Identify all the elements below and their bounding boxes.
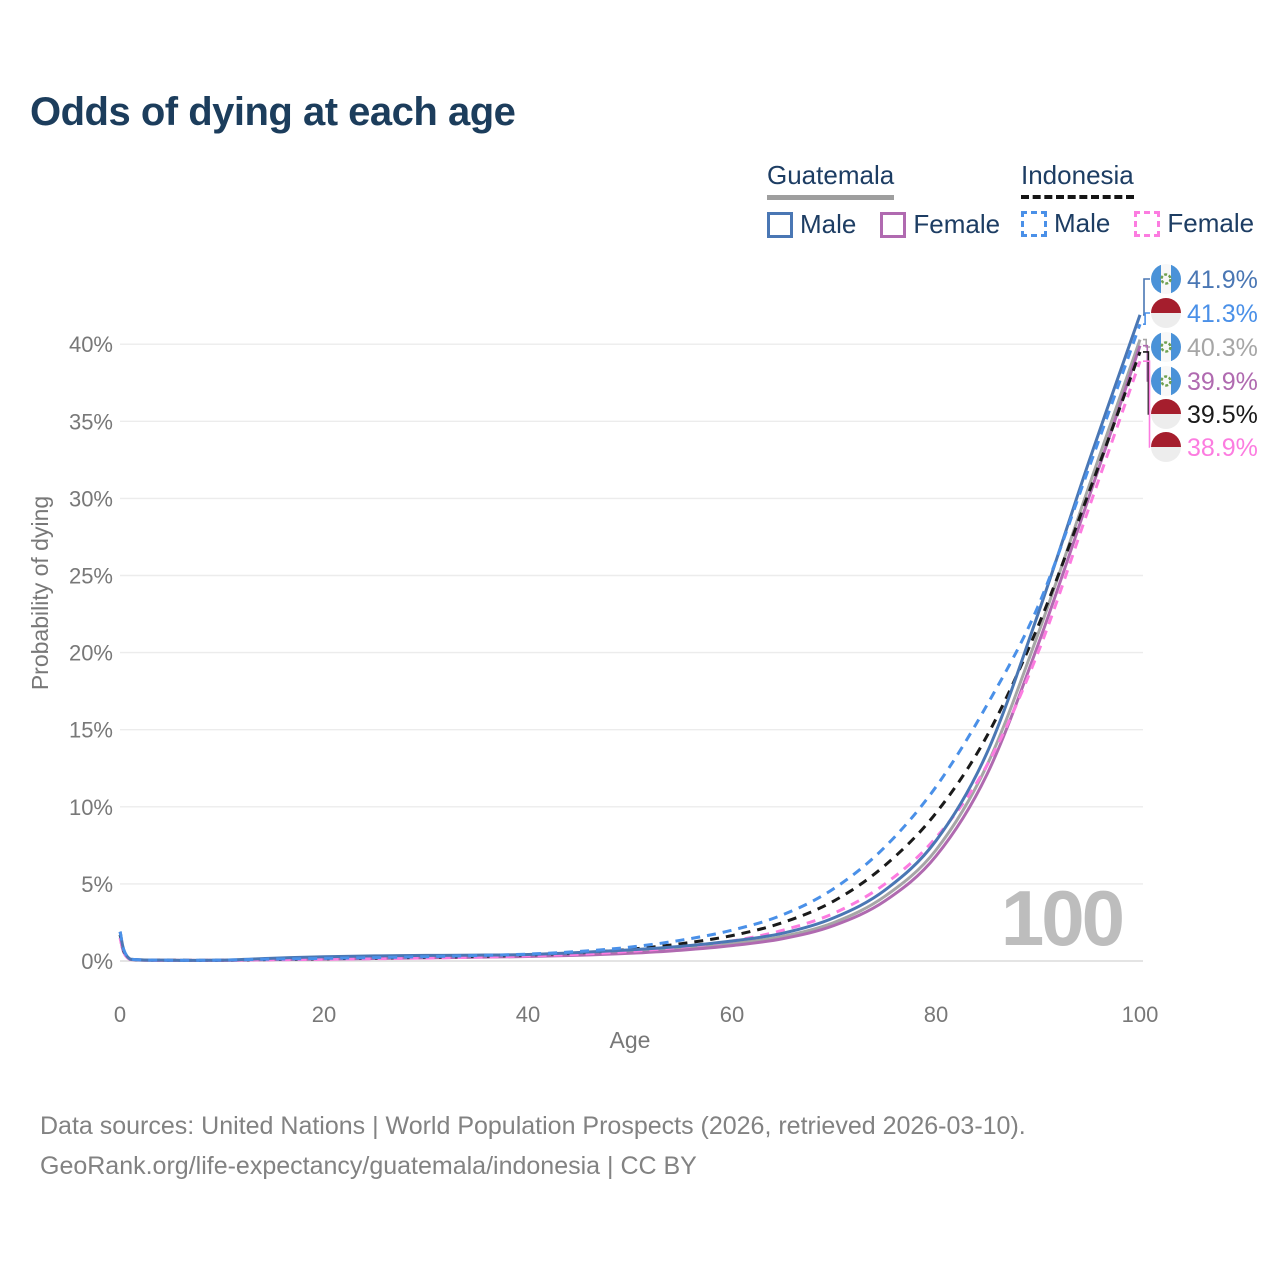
x-axis-title: Age: [610, 1027, 651, 1053]
x-tick-label: 0: [114, 1002, 126, 1027]
y-tick-label: 15%: [69, 718, 113, 743]
y-tick-label: 30%: [69, 486, 113, 511]
legend-item-indonesia-male[interactable]: Male: [1021, 208, 1110, 239]
end-label-connector: [1143, 312, 1150, 325]
legend-header-guatemala[interactable]: Guatemala: [767, 160, 895, 200]
end-label-value-idn-total: 39.5%: [1187, 401, 1258, 429]
end-label-value-idn-male: 41.3%: [1187, 300, 1258, 328]
y-tick-label: 10%: [69, 795, 113, 820]
end-label-value-gtm-female: 39.9%: [1187, 368, 1258, 396]
end-label-value-gtm-total: 40.3%: [1187, 334, 1258, 362]
legend-item-indonesia-female[interactable]: Female: [1134, 208, 1254, 239]
footer: Data sources: United Nations | World Pop…: [40, 1106, 1190, 1186]
data-sources-text: Data sources: United Nations | World Pop…: [40, 1112, 1026, 1140]
end-label-connector: [1143, 278, 1150, 316]
legend-header-indonesia[interactable]: Indonesia: [1021, 160, 1134, 199]
line-style-swatch-icon: [1021, 210, 1047, 237]
line-style-swatch-icon: [1134, 210, 1161, 237]
flag-icon-indonesia: [1151, 432, 1181, 462]
x-tick-label: 20: [312, 1002, 336, 1027]
legend-item-label: Female: [913, 209, 1001, 239]
series-line-idn-female: [118, 360, 1142, 962]
chart-title: Odds of dying at each age: [30, 90, 516, 134]
flag-icon-indonesia: [1151, 399, 1181, 429]
grid-layer: [120, 343, 1143, 962]
legend-item-label: Male: [1054, 208, 1111, 238]
flag-icon-indonesia: [1151, 298, 1181, 328]
georank-link[interactable]: GeoRank.org/life-expectancy/guatemala/in…: [40, 1152, 697, 1180]
hover-age-value: 100: [1001, 874, 1123, 962]
x-tick-label: 100: [1122, 1002, 1159, 1027]
legend-group-indonesia: Indonesia Male Female: [1021, 160, 1278, 239]
legend: Guatemala Male Female Indonesia Male Fem…: [0, 160, 1280, 250]
end-label-layer: 41.9% 41.3% 40.3% 39.9% 39.5% 38.9%: [1143, 264, 1258, 462]
plot-area[interactable]: [120, 270, 1143, 961]
flag-icon-guatemala: [1151, 366, 1181, 396]
y-tick-label: 25%: [69, 564, 113, 589]
line-style-swatch-icon: [880, 211, 907, 238]
axis-layer: 0% 5% 10% 15% 20% 25% 30% 35% 40% 0 20 40 60 80 100 Age…: [27, 332, 1158, 1053]
x-tick-label: 60: [720, 1002, 744, 1027]
hover-age-watermark: 100: [1001, 874, 1126, 962]
y-axis-title: Probability of dying: [27, 496, 53, 690]
legend-item-label: Female: [1167, 208, 1255, 238]
x-tick-label: 40: [516, 1002, 540, 1027]
series-layer: [118, 314, 1142, 962]
end-label-value-gtm-male: 41.9%: [1187, 266, 1258, 294]
legend-group-guatemala: Guatemala Male Female: [767, 160, 1024, 240]
flag-icon-guatemala: [1151, 332, 1181, 362]
series-line-idn-male: [118, 323, 1142, 962]
end-label-value-idn-female: 38.9%: [1187, 434, 1258, 462]
y-tick-label: 0%: [81, 949, 113, 974]
legend-item-label: Male: [800, 209, 857, 239]
legend-item-guatemala-female[interactable]: Female: [880, 209, 1000, 240]
y-tick-label: 35%: [69, 409, 113, 434]
flag-icon-guatemala: [1151, 264, 1181, 294]
line-style-swatch-icon: [767, 211, 793, 238]
y-tick-label: 20%: [69, 641, 113, 666]
end-label-connector: [1143, 360, 1151, 448]
x-tick-label: 80: [924, 1002, 948, 1027]
y-tick-label: 40%: [69, 332, 113, 357]
legend-item-guatemala-male[interactable]: Male: [767, 209, 856, 240]
y-tick-label: 5%: [81, 872, 113, 897]
